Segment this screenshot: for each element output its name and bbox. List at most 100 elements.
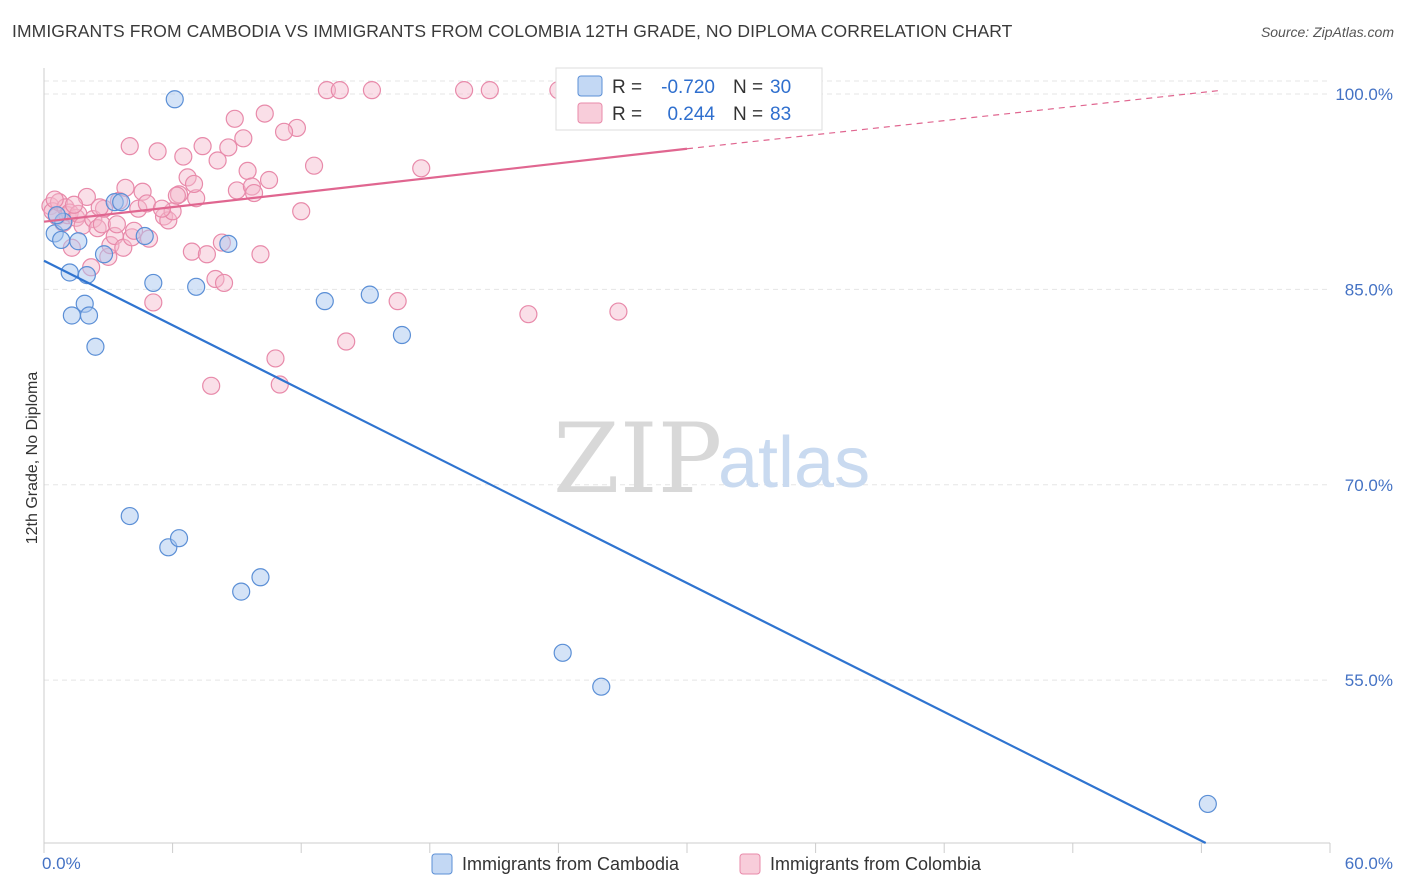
stats-legend-r-value: -0.720: [661, 77, 715, 98]
colombia-trend-line: [43, 147, 688, 223]
legend-swatch-colombia: [739, 853, 761, 875]
colombia-point: [317, 81, 337, 100]
colombia-point: [214, 273, 234, 293]
cambodia-point: [219, 234, 238, 253]
colombia-point: [337, 332, 356, 351]
legend-label-colombia: Immigrants from Colombia: [770, 854, 982, 874]
colombia-point: [266, 349, 285, 368]
colombia-point: [255, 104, 274, 123]
series-legend: Immigrants from Cambodia Immigrants from…: [431, 853, 982, 875]
cambodia-point: [120, 506, 139, 526]
cambodia-point: [112, 193, 131, 212]
colombia-point: [133, 182, 152, 201]
legend-label-cambodia: Immigrants from Cambodia: [462, 854, 680, 874]
cambodia-trend-line: [43, 259, 1207, 844]
x-tick-label: 60.0%: [1345, 854, 1393, 873]
colombia-point: [184, 174, 204, 194]
cambodia-point: [79, 306, 99, 325]
cambodia-point: [144, 273, 163, 293]
colombia-point: [148, 142, 167, 161]
colombia-point: [480, 81, 499, 100]
y-tick-label: 85.0%: [1345, 280, 1393, 299]
axes: [43, 68, 1331, 853]
colombia-point: [64, 195, 84, 214]
colombia-point: [129, 199, 148, 218]
colombia-point: [182, 242, 201, 261]
colombia-point: [242, 177, 262, 196]
cambodia-point: [52, 230, 71, 250]
cambodia-point: [94, 245, 114, 264]
watermark: ZIP atlas: [553, 403, 870, 515]
colombia-trend-extension: [686, 89, 1223, 150]
cambodia-point: [187, 277, 206, 296]
colombia-point: [234, 129, 253, 148]
watermark-zip: ZIP: [553, 403, 722, 515]
cambodia-point: [135, 226, 154, 246]
colombia-point: [412, 159, 431, 178]
colombia-point: [187, 189, 206, 208]
cambodia-point: [360, 285, 379, 304]
y-tick-label: 100.0%: [1335, 85, 1393, 104]
colombia-point: [178, 168, 197, 187]
colombia-point: [362, 81, 382, 100]
colombia-point: [304, 156, 324, 175]
cambodia-point: [232, 582, 251, 601]
trend-lines: [43, 89, 1223, 844]
x-tick-label: 0.0%: [42, 854, 81, 873]
colombia-point: [259, 170, 279, 190]
series-cambodia-points: [45, 90, 1217, 814]
colombia-point: [388, 292, 407, 311]
cambodia-point: [592, 677, 611, 696]
colombia-point: [120, 137, 139, 156]
colombia-point: [454, 81, 474, 100]
stats-legend-r-value: 0.244: [667, 104, 715, 125]
colombia-point: [167, 186, 186, 205]
colombia-point: [219, 138, 238, 157]
stats-legend-r-label: R =: [612, 104, 642, 125]
colombia-point: [330, 81, 349, 100]
y-axis-label: 12th Grade, No Diploma: [24, 372, 41, 545]
cambodia-point: [86, 337, 105, 356]
cambodia-point: [315, 292, 334, 311]
stats-legend-swatch-cambodia: [577, 75, 603, 97]
y-tick-label: 55.0%: [1345, 671, 1393, 690]
colombia-point: [197, 245, 216, 264]
cambodia-point: [169, 529, 189, 548]
chart-title: IMMIGRANTS FROM CAMBODIA VS IMMIGRANTS F…: [12, 21, 1013, 41]
x-tick-labels: 0.0% 60.0%: [42, 854, 1393, 873]
colombia-point: [238, 161, 257, 180]
series-colombia-points: [41, 81, 639, 395]
stats-legend-n-label: N =: [733, 77, 763, 98]
stats-legend: R = -0.720 N = 30 R = 0.244 N = 83: [555, 67, 823, 131]
cambodia-point: [553, 643, 572, 662]
stats-legend-r-label: R =: [612, 77, 642, 98]
colombia-point: [251, 245, 270, 264]
colombia-point: [193, 137, 212, 156]
colombia-point: [206, 269, 225, 289]
colombia-point: [45, 190, 64, 209]
colombia-point: [609, 302, 628, 321]
stats-legend-n-value: 30: [770, 77, 791, 98]
cambodia-point: [392, 325, 412, 345]
colombia-point: [202, 376, 221, 395]
watermark-atlas: atlas: [718, 423, 870, 503]
cambodia-point: [69, 232, 88, 251]
colombia-point: [208, 151, 227, 170]
colombia-point: [274, 122, 294, 141]
colombia-point: [144, 293, 163, 312]
colombia-point: [174, 147, 193, 166]
colombia-point: [107, 215, 126, 234]
stats-legend-swatch-colombia: [577, 102, 603, 124]
colombia-point: [519, 305, 538, 324]
colombia-point: [225, 109, 244, 128]
y-tick-label: 70.0%: [1345, 476, 1393, 495]
cambodia-point: [1198, 794, 1217, 814]
stats-legend-n-label: N =: [733, 104, 763, 125]
colombia-point: [292, 202, 311, 221]
colombia-point: [227, 181, 246, 200]
stats-legend-n-value: 83: [770, 104, 791, 125]
cambodia-point: [251, 568, 270, 587]
source-credit: Source: ZipAtlas.com: [1260, 24, 1394, 40]
y-tick-labels: 55.0% 70.0% 85.0% 100.0%: [1335, 85, 1393, 690]
